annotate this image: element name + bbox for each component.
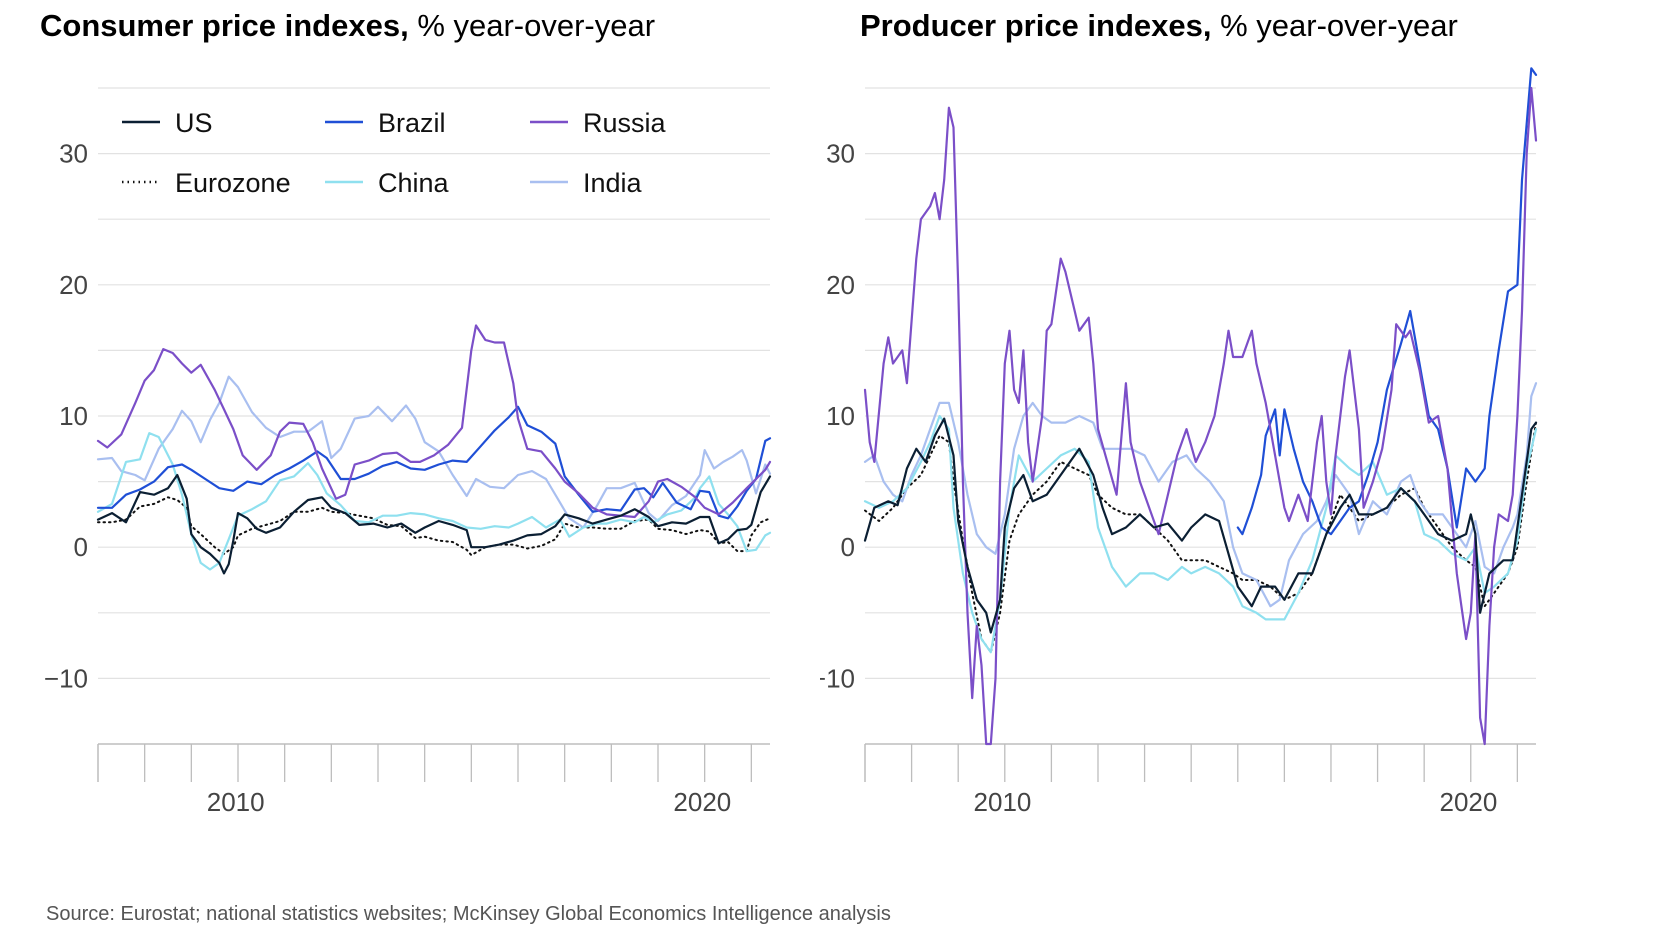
legend-label-china: China bbox=[378, 168, 450, 198]
legend-label-us: US bbox=[175, 108, 213, 138]
y-tick-label: 30 bbox=[826, 139, 855, 169]
cpi-chart: −10 0 10 20 30 2010 2020 US Brazil Russia Eurozone… bbox=[44, 87, 772, 817]
y-tick-label: −10 bbox=[820, 663, 855, 693]
y-tick-label: 0 bbox=[74, 532, 88, 562]
x-tick-label: 2010 bbox=[207, 787, 265, 817]
y-tick-label: 20 bbox=[826, 270, 855, 300]
x-tick-label: 2020 bbox=[1440, 787, 1498, 817]
y-tick-label: −10 bbox=[44, 663, 88, 693]
legend-label-eurozone: Eurozone bbox=[175, 168, 291, 198]
y-tick-label: 0 bbox=[841, 532, 855, 562]
y-tick-label: 10 bbox=[826, 401, 855, 431]
ppi-chart-title: Producer price indexes, % year-over-year bbox=[860, 8, 1458, 44]
series-line-china bbox=[96, 432, 772, 571]
ppi-title-subtitle: % year-over-year bbox=[1220, 8, 1458, 43]
cpi-chart-title: Consumer price indexes, % year-over-year bbox=[40, 8, 655, 44]
series-line-us bbox=[863, 417, 1538, 634]
series-line-india bbox=[96, 375, 772, 529]
cpi-title-bold: Consumer price indexes, bbox=[40, 8, 409, 43]
source-note: Source: Eurostat; national statistics we… bbox=[46, 903, 891, 925]
series-line-us bbox=[96, 473, 772, 575]
series-line-brazil bbox=[96, 405, 772, 520]
legend-label-russia: Russia bbox=[583, 108, 667, 138]
series-line-eurozone bbox=[97, 496, 771, 557]
series-line-russia bbox=[96, 324, 772, 519]
ppi-title-bold: Producer price indexes, bbox=[860, 8, 1212, 43]
ppi-chart: −10 0 10 20 30 2010 2020 bbox=[820, 67, 1538, 817]
legend-label-brazil: Brazil bbox=[378, 108, 446, 138]
y-tick-label: 20 bbox=[59, 270, 88, 300]
x-tick-label: 2010 bbox=[974, 787, 1032, 817]
y-tick-label: 30 bbox=[59, 139, 88, 169]
series-line-brazil bbox=[1236, 67, 1538, 536]
cpi-title-subtitle: % year-over-year bbox=[417, 8, 656, 43]
series-line-russia bbox=[863, 86, 1538, 746]
legend-label-india: India bbox=[583, 168, 643, 198]
y-tick-label: 10 bbox=[59, 401, 88, 431]
x-tick-label: 2020 bbox=[673, 787, 731, 817]
